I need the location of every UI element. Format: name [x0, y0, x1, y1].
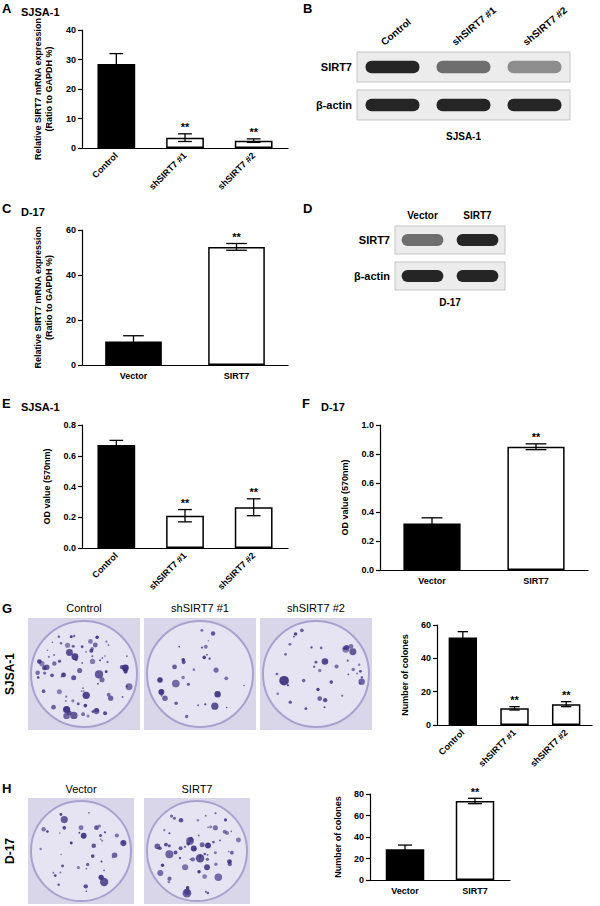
- svg-text:0.2: 0.2: [361, 536, 374, 546]
- svg-text:Control: Control: [90, 150, 120, 180]
- svg-text:0.6: 0.6: [361, 478, 374, 488]
- svg-text:D: D: [303, 201, 312, 216]
- svg-text:OD value (570nm): OD value (570nm): [42, 448, 52, 524]
- svg-text:**: **: [562, 689, 571, 701]
- svg-text:Vector: Vector: [65, 783, 97, 795]
- svg-text:20: 20: [354, 854, 364, 864]
- svg-text:Relative SIRT7 mRNA expression: Relative SIRT7 mRNA expression: [33, 18, 43, 160]
- svg-text:shSIRT7 #1: shSIRT7 #1: [147, 150, 188, 191]
- svg-text:Vector: Vector: [120, 371, 148, 381]
- svg-text:**: **: [232, 231, 241, 243]
- svg-text:**: **: [181, 497, 190, 509]
- svg-text:0: 0: [359, 875, 364, 885]
- svg-text:C: C: [2, 201, 12, 216]
- svg-text:OD value (570nm): OD value (570nm): [340, 459, 350, 535]
- svg-text:β-actin: β-actin: [354, 270, 390, 282]
- svg-text:60: 60: [354, 811, 364, 821]
- svg-text:(Ratio to GAPDH %): (Ratio to GAPDH %): [44, 255, 54, 340]
- svg-text:D-17: D-17: [21, 206, 45, 218]
- svg-text:B: B: [303, 1, 312, 16]
- svg-text:0.2: 0.2: [63, 512, 76, 522]
- svg-text:Relative SIRT7 mRNA expression: Relative SIRT7 mRNA expression: [33, 226, 43, 368]
- svg-text:20: 20: [421, 687, 431, 697]
- svg-text:**: **: [249, 126, 258, 138]
- svg-text:60: 60: [66, 225, 76, 235]
- svg-text:shSIRT7 #1: shSIRT7 #1: [147, 550, 188, 591]
- svg-text:SJSA-1: SJSA-1: [21, 6, 60, 18]
- svg-text:**: **: [532, 431, 541, 443]
- svg-text:0.0: 0.0: [63, 543, 76, 553]
- svg-text:Control: Control: [66, 602, 101, 614]
- svg-text:SIRT7: SIRT7: [462, 886, 488, 896]
- svg-text:Control: Control: [90, 550, 120, 580]
- svg-text:β-actin: β-actin: [316, 99, 352, 111]
- svg-text:20: 20: [66, 84, 76, 94]
- svg-text:SIRT7: SIRT7: [224, 371, 250, 381]
- svg-text:SJSA-1: SJSA-1: [21, 401, 60, 413]
- svg-text:shSIRT7 #1: shSIRT7 #1: [171, 602, 229, 614]
- svg-text:SIRT7: SIRT7: [523, 576, 549, 586]
- svg-text:40: 40: [66, 25, 76, 35]
- svg-text:**: **: [249, 486, 258, 498]
- svg-text:D-17: D-17: [321, 401, 345, 413]
- svg-text:40: 40: [354, 832, 364, 842]
- svg-text:shSIRT7 #1: shSIRT7 #1: [477, 727, 518, 768]
- svg-text:SIRT7: SIRT7: [182, 783, 213, 795]
- svg-text:SJSA-1: SJSA-1: [3, 653, 17, 695]
- svg-text:Vector: Vector: [391, 886, 419, 896]
- svg-text:D-17: D-17: [439, 297, 461, 308]
- svg-text:1.0: 1.0: [361, 420, 374, 430]
- svg-text:G: G: [2, 601, 12, 616]
- svg-text:0.8: 0.8: [361, 449, 374, 459]
- svg-text:H: H: [2, 781, 11, 796]
- svg-text:0: 0: [71, 143, 76, 153]
- svg-text:0.6: 0.6: [63, 451, 76, 461]
- svg-text:SJSA-1: SJSA-1: [446, 131, 481, 142]
- svg-text:(Ratio to GAPDH %): (Ratio to GAPDH %): [44, 47, 54, 132]
- svg-text:40: 40: [66, 270, 76, 280]
- svg-text:Number of colones: Number of colones: [333, 796, 343, 878]
- svg-text:D-17: D-17: [3, 838, 17, 864]
- svg-text:shSIRT7 #2: shSIRT7 #2: [521, 4, 570, 47]
- svg-text:0: 0: [71, 360, 76, 370]
- svg-text:**: **: [181, 121, 190, 133]
- svg-text:E: E: [2, 396, 11, 411]
- svg-text:0.4: 0.4: [63, 482, 76, 492]
- svg-text:30: 30: [66, 55, 76, 65]
- svg-text:80: 80: [354, 789, 364, 799]
- svg-text:Number of colones: Number of colones: [400, 634, 410, 716]
- svg-text:0.8: 0.8: [63, 420, 76, 430]
- svg-text:SIRT7: SIRT7: [463, 210, 492, 221]
- svg-text:0.0: 0.0: [361, 565, 374, 575]
- svg-text:Control: Control: [437, 727, 467, 757]
- svg-text:20: 20: [66, 315, 76, 325]
- svg-text:shSIRT7 #1: shSIRT7 #1: [450, 4, 499, 47]
- svg-text:shSIRT7 #2: shSIRT7 #2: [216, 550, 257, 591]
- svg-text:**: **: [471, 786, 480, 798]
- svg-text:Control: Control: [379, 16, 413, 47]
- svg-text:10: 10: [66, 114, 76, 124]
- svg-text:A: A: [2, 1, 12, 16]
- svg-text:SIRT7: SIRT7: [321, 61, 352, 73]
- svg-text:shSIRT7 #2: shSIRT7 #2: [216, 150, 257, 191]
- svg-text:0.4: 0.4: [361, 507, 374, 517]
- svg-text:Vector: Vector: [418, 576, 446, 586]
- svg-text:40: 40: [421, 653, 431, 663]
- svg-text:shSIRT7 #2: shSIRT7 #2: [287, 602, 345, 614]
- svg-text:shSIRT7 #2: shSIRT7 #2: [528, 727, 569, 768]
- svg-text:60: 60: [421, 620, 431, 630]
- svg-text:**: **: [510, 694, 519, 706]
- svg-text:SIRT7: SIRT7: [359, 234, 390, 246]
- svg-text:Vector: Vector: [407, 210, 438, 221]
- svg-text:0: 0: [426, 720, 431, 730]
- svg-text:F: F: [302, 396, 310, 411]
